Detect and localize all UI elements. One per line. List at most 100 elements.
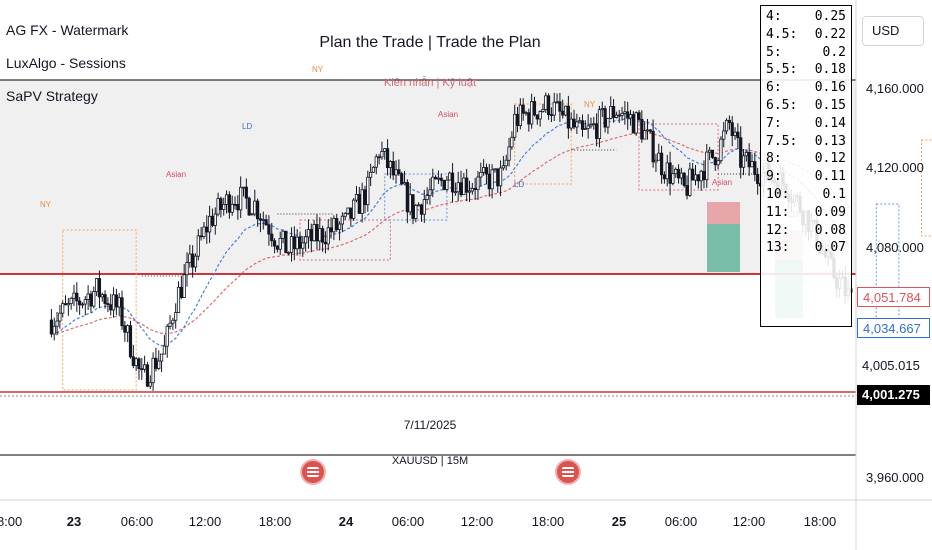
candle-body xyxy=(335,218,339,230)
candle-body xyxy=(450,172,455,193)
candle-body xyxy=(69,297,73,305)
candle-body xyxy=(631,114,635,134)
candle-body xyxy=(515,113,520,126)
candle-body xyxy=(267,224,271,235)
candle-body xyxy=(685,185,689,196)
candle-body xyxy=(176,286,181,313)
candle-body xyxy=(628,114,633,119)
candle-body xyxy=(487,173,491,190)
candle-body xyxy=(693,174,698,181)
candle-body xyxy=(578,120,582,123)
candle-body xyxy=(140,368,144,371)
candle-body xyxy=(561,110,565,116)
candle-body xyxy=(724,119,729,132)
candle-body xyxy=(660,152,664,176)
candle-body xyxy=(174,312,178,321)
candle-body xyxy=(250,213,254,216)
candle-body xyxy=(92,291,96,307)
price-tick-label: 3,960.000 xyxy=(866,470,924,485)
candle-body xyxy=(320,228,325,243)
candle-body xyxy=(535,114,539,120)
last-price-tag: 4,001.275 xyxy=(857,385,930,405)
candle-body xyxy=(357,194,361,214)
candle-body xyxy=(402,182,407,185)
candle-body xyxy=(626,111,630,119)
candle-body xyxy=(213,213,217,226)
us-flag-icon[interactable] xyxy=(300,459,326,485)
session-box xyxy=(921,139,932,237)
candle-body xyxy=(383,148,387,152)
time-tick-label: 24 xyxy=(338,514,354,529)
time-tick-label: 12:00 xyxy=(732,514,766,529)
price-tag: 4,005.015 xyxy=(857,356,930,376)
candle-body xyxy=(224,194,229,205)
candle-body xyxy=(439,177,443,181)
candle-body xyxy=(131,356,135,366)
candle-body xyxy=(640,118,644,140)
candle-body xyxy=(97,278,102,298)
candle-body xyxy=(182,274,186,298)
candle-body xyxy=(727,119,732,124)
candle-body xyxy=(662,174,667,180)
candle-body xyxy=(210,215,215,226)
candle-body xyxy=(541,108,545,112)
candle-body xyxy=(191,253,195,268)
candle-body xyxy=(275,245,280,250)
candle-body xyxy=(196,235,200,257)
candle-body xyxy=(111,294,116,311)
candle-body xyxy=(241,186,246,189)
candle-body xyxy=(419,204,424,215)
candle-body xyxy=(592,123,596,126)
candle-body xyxy=(239,186,243,211)
candle-body xyxy=(95,278,99,293)
candle-body xyxy=(151,357,155,384)
candle-body xyxy=(162,345,166,355)
candle-body xyxy=(719,138,723,162)
date-label: 7/11/2025 xyxy=(403,418,457,432)
candle-body xyxy=(374,156,378,168)
candle-body xyxy=(157,360,161,369)
candle-body xyxy=(343,213,347,217)
candle-body xyxy=(258,218,263,221)
candle-body xyxy=(247,197,251,216)
candle-body xyxy=(154,357,158,369)
indicator-label[interactable]: SaPV Strategy xyxy=(6,88,98,104)
candle-body xyxy=(145,364,150,387)
time-tick-label: 18:00 xyxy=(0,514,23,529)
indicator-label[interactable]: LuxAlgo - Sessions xyxy=(6,55,126,71)
candle-body xyxy=(346,207,350,214)
candle-body xyxy=(295,236,299,250)
currency-button[interactable]: USD xyxy=(862,16,924,46)
candle-body xyxy=(230,203,234,213)
candle-body xyxy=(558,101,562,112)
session-label-asian: Asian xyxy=(438,110,459,119)
candle-body xyxy=(657,152,661,161)
us-flag-icon[interactable] xyxy=(555,459,581,485)
candle-body xyxy=(716,160,720,166)
candle-body xyxy=(648,129,652,132)
candle-body xyxy=(753,161,757,175)
candle-body xyxy=(298,236,302,249)
candle-body xyxy=(583,128,587,130)
session-box xyxy=(62,229,137,391)
candle-body xyxy=(498,167,503,187)
candle-body xyxy=(530,101,534,125)
session-box xyxy=(384,173,448,221)
candle-body xyxy=(205,226,209,233)
session-label-asian: Asian xyxy=(712,178,733,187)
session-box xyxy=(638,123,719,191)
candle-body xyxy=(586,125,590,129)
candle-body xyxy=(597,109,602,139)
indicator-label[interactable]: AG FX - Watermark xyxy=(6,22,129,38)
candle-body xyxy=(634,112,638,134)
candle-body xyxy=(484,167,489,175)
ema-fast-price-tag: 4,034.667 xyxy=(857,318,930,338)
candle-body xyxy=(222,203,226,210)
candle-body xyxy=(730,122,734,137)
candle-body xyxy=(188,253,192,264)
candle-body xyxy=(89,293,93,307)
candle-body xyxy=(326,227,330,245)
candle-body xyxy=(315,224,319,242)
candle-body xyxy=(436,177,441,180)
candle-body xyxy=(179,286,183,298)
